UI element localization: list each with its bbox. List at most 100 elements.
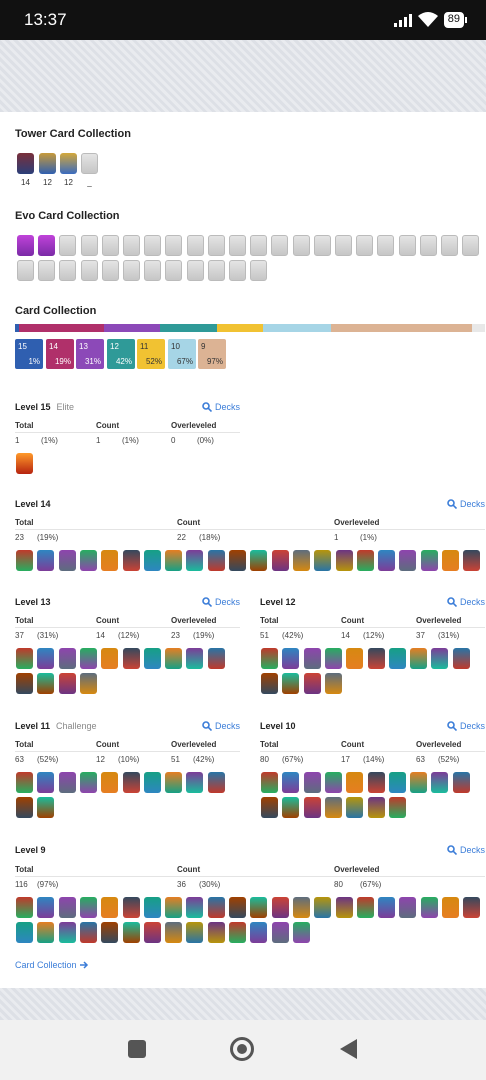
back-button[interactable]	[340, 1039, 357, 1059]
card-thumb[interactable]	[16, 453, 33, 474]
card-thumb[interactable]	[367, 772, 385, 793]
evo-card-thumb[interactable]	[186, 235, 204, 256]
card-thumb[interactable]	[122, 550, 140, 571]
card-thumb[interactable]	[292, 897, 310, 918]
card-thumb[interactable]	[303, 648, 321, 669]
card-thumb[interactable]	[303, 673, 321, 694]
evo-card-thumb[interactable]	[441, 235, 458, 256]
evo-card-thumb[interactable]	[292, 235, 310, 256]
evo-card-thumb[interactable]	[377, 235, 395, 256]
card-thumb[interactable]	[186, 550, 204, 571]
card-collection-link[interactable]: Card Collection	[15, 960, 89, 970]
evo-card-thumb[interactable]	[186, 260, 204, 281]
card-thumb[interactable]	[143, 897, 161, 918]
card-thumb[interactable]	[271, 550, 289, 571]
evo-card-thumb[interactable]	[59, 235, 77, 256]
card-thumb[interactable]	[250, 550, 268, 571]
level-9-decks-link[interactable]: Decks	[447, 845, 485, 855]
level-10-decks-link[interactable]: Decks	[447, 721, 485, 731]
card-thumb[interactable]	[207, 922, 225, 943]
card-thumb[interactable]	[324, 648, 342, 669]
evo-card-thumb[interactable]	[313, 235, 331, 256]
card-thumb[interactable]	[37, 550, 55, 571]
card-thumb[interactable]	[324, 772, 342, 793]
tower-card[interactable]	[81, 153, 98, 174]
card-thumb[interactable]	[261, 797, 278, 818]
card-thumb[interactable]	[410, 648, 428, 669]
evo-card-thumb[interactable]	[250, 260, 268, 281]
card-thumb[interactable]	[346, 772, 364, 793]
card-thumb[interactable]	[292, 550, 310, 571]
card-thumb[interactable]	[271, 897, 289, 918]
card-thumb[interactable]	[378, 550, 396, 571]
evo-card-thumb[interactable]	[144, 260, 162, 281]
card-thumb[interactable]	[122, 648, 140, 669]
card-thumb[interactable]	[37, 922, 55, 943]
evo-card-thumb[interactable]	[207, 235, 225, 256]
card-thumb[interactable]	[282, 673, 300, 694]
evo-card-thumb[interactable]	[144, 235, 162, 256]
card-thumb[interactable]	[271, 922, 289, 943]
card-thumb[interactable]	[165, 772, 183, 793]
tower-card[interactable]	[17, 153, 34, 174]
evo-card-thumb[interactable]	[229, 260, 246, 281]
card-thumb[interactable]	[58, 673, 76, 694]
card-thumb[interactable]	[79, 772, 97, 793]
card-thumb[interactable]	[324, 673, 342, 694]
card-thumb[interactable]	[16, 922, 33, 943]
card-thumb[interactable]	[335, 550, 353, 571]
card-thumb[interactable]	[186, 922, 204, 943]
level-15-decks-link[interactable]: Decks	[202, 402, 240, 412]
card-thumb[interactable]	[229, 922, 246, 943]
card-thumb[interactable]	[16, 648, 33, 669]
card-thumb[interactable]	[388, 648, 406, 669]
level-14-decks-link[interactable]: Decks	[447, 499, 485, 509]
card-thumb[interactable]	[367, 648, 385, 669]
card-thumb[interactable]	[37, 797, 55, 818]
card-thumb[interactable]	[346, 797, 364, 818]
card-thumb[interactable]	[261, 648, 278, 669]
card-thumb[interactable]	[16, 797, 33, 818]
home-button[interactable]	[230, 1037, 254, 1061]
evo-card-thumb[interactable]	[38, 260, 56, 281]
card-thumb[interactable]	[346, 648, 364, 669]
card-thumb[interactable]	[101, 550, 119, 571]
card-thumb[interactable]	[292, 922, 310, 943]
card-thumb[interactable]	[79, 648, 97, 669]
evo-card-thumb[interactable]	[17, 235, 34, 256]
card-thumb[interactable]	[356, 550, 374, 571]
evo-card-thumb[interactable]	[271, 235, 289, 256]
card-thumb[interactable]	[324, 797, 342, 818]
card-thumb[interactable]	[250, 897, 268, 918]
evo-card-thumb[interactable]	[356, 235, 374, 256]
card-thumb[interactable]	[282, 772, 300, 793]
evo-card-thumb[interactable]	[165, 235, 183, 256]
card-thumb[interactable]	[261, 673, 278, 694]
card-thumb[interactable]	[37, 648, 55, 669]
evo-card-thumb[interactable]	[17, 260, 34, 281]
level-13-decks-link[interactable]: Decks	[202, 597, 240, 607]
card-thumb[interactable]	[122, 922, 140, 943]
card-thumb[interactable]	[452, 772, 470, 793]
card-thumb[interactable]	[165, 897, 183, 918]
evo-card-thumb[interactable]	[207, 260, 225, 281]
card-thumb[interactable]	[388, 772, 406, 793]
card-thumb[interactable]	[399, 550, 417, 571]
level-12-decks-link[interactable]: Decks	[447, 597, 485, 607]
card-thumb[interactable]	[303, 797, 321, 818]
evo-card-thumb[interactable]	[165, 260, 183, 281]
card-thumb[interactable]	[399, 897, 417, 918]
tower-card[interactable]	[60, 153, 77, 174]
evo-card-thumb[interactable]	[398, 235, 416, 256]
card-thumb[interactable]	[229, 550, 246, 571]
card-thumb[interactable]	[165, 648, 183, 669]
level-11-decks-link[interactable]: Decks	[202, 721, 240, 731]
card-thumb[interactable]	[378, 897, 396, 918]
card-thumb[interactable]	[79, 922, 97, 943]
evo-card-thumb[interactable]	[80, 260, 98, 281]
card-thumb[interactable]	[442, 550, 459, 571]
evo-card-thumb[interactable]	[123, 235, 140, 256]
card-thumb[interactable]	[207, 648, 225, 669]
card-thumb[interactable]	[58, 922, 76, 943]
card-thumb[interactable]	[79, 550, 97, 571]
